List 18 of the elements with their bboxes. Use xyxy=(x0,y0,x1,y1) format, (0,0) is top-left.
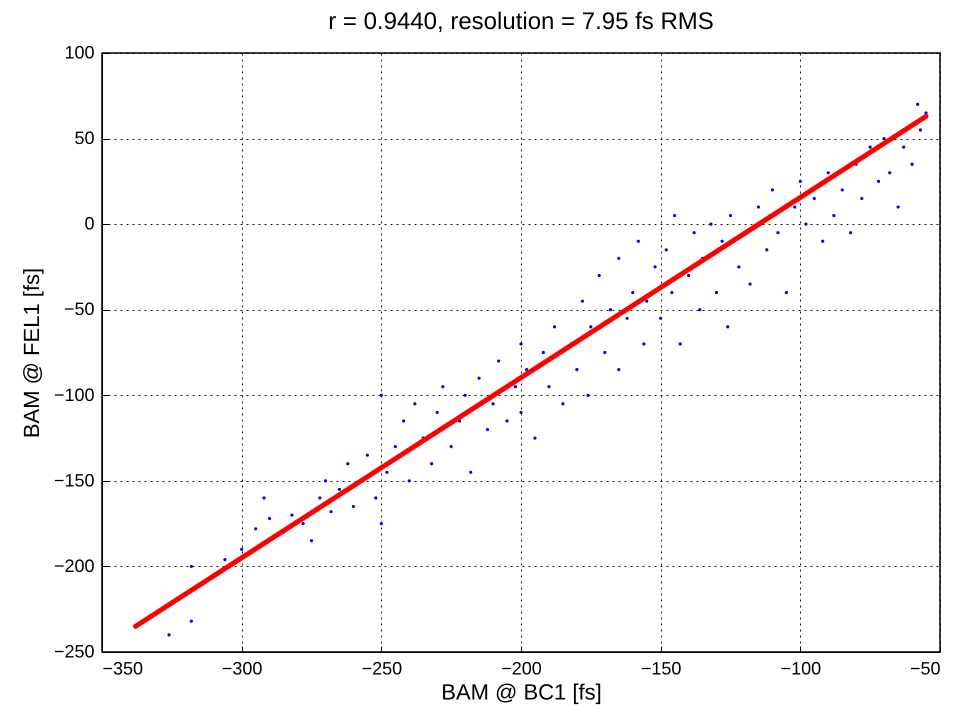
y-tick-label: 100 xyxy=(64,42,94,62)
y-tick-label: −50 xyxy=(64,299,94,320)
y-tick-label: 50 xyxy=(74,128,94,148)
x-tick-label: −350 xyxy=(102,658,144,678)
x-tick-label: −150 xyxy=(640,658,682,678)
x-tick-label: −300 xyxy=(222,658,262,678)
x-tick-label: −100 xyxy=(780,658,822,678)
x-tick-label: −250 xyxy=(362,658,402,678)
x-tick-label: −200 xyxy=(501,658,542,678)
y-tick-label: −250 xyxy=(54,642,94,662)
y-axis-title: BAM @ FEL1 [fs] xyxy=(18,268,44,438)
x-axis-title: BAM @ BC1 [fs] xyxy=(441,680,602,704)
y-tick-label: −150 xyxy=(54,470,94,490)
y-tick-label: −100 xyxy=(54,384,94,405)
y-tick-label: 0 xyxy=(84,214,94,234)
x-tick-label: −50 xyxy=(910,658,940,678)
chart-title: r = 0.9440, resolution = 7.95 fs RMS xyxy=(328,8,714,35)
y-tick-label: −200 xyxy=(54,556,94,576)
